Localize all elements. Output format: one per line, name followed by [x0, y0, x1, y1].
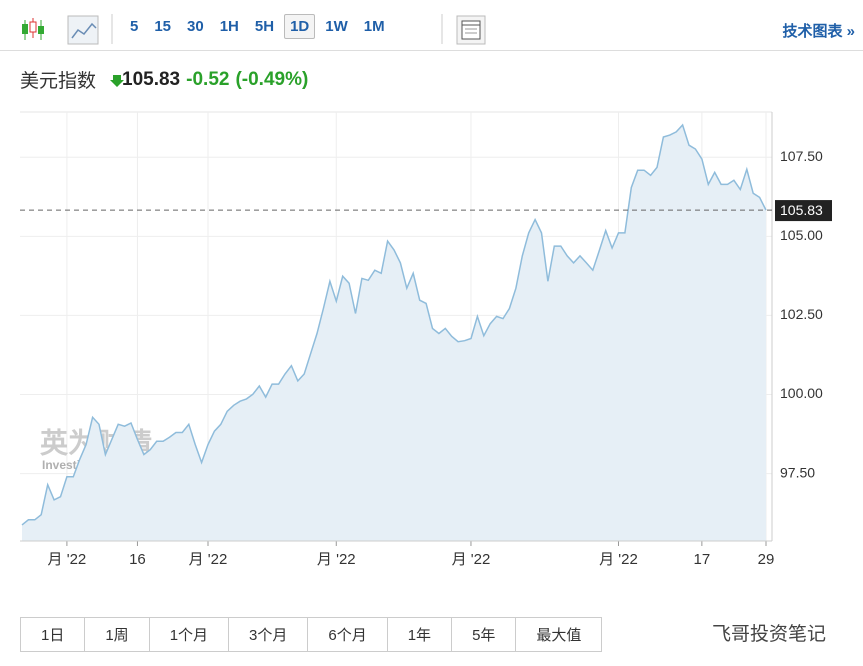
toolbar: 5 15 30 1H 5H 1D 1W 1M 技术图表 » — [0, 0, 863, 51]
arrow-down — [110, 75, 124, 87]
x-tick-label: 17 — [694, 551, 711, 568]
interval-button[interactable]: 1M — [363, 18, 385, 35]
range-button[interactable]: 1年 — [388, 618, 453, 651]
tech-chart-link[interactable]: 技术图表 » — [782, 23, 855, 40]
change-pct: (-0.49%) — [235, 68, 309, 90]
x-tick-label: 16 — [129, 551, 146, 568]
interval-group: 5 15 30 1H 5H 1D 1W 1M — [124, 14, 391, 39]
x-tick-label: 月 '22 — [317, 551, 356, 568]
range-button[interactable]: 3个月 — [229, 618, 309, 651]
x-tick-label: 月 '22 — [452, 551, 491, 568]
x-tick-label: 月 '22 — [599, 551, 638, 568]
interval-button[interactable]: 5H — [254, 18, 275, 35]
candle-icon — [22, 18, 44, 40]
x-tick-label: 月 '22 — [189, 551, 228, 568]
interval-button[interactable]: 5 — [130, 18, 139, 35]
range-button[interactable]: 1日 — [21, 618, 86, 651]
y-tick-label: 97.50 — [780, 464, 815, 480]
interval-button[interactable]: 1H — [219, 18, 239, 35]
range-button[interactable]: 1周 — [85, 618, 150, 651]
interval-button[interactable]: 15 — [154, 18, 172, 35]
interval-button[interactable]: 1W — [325, 18, 348, 35]
current-price-box — [775, 200, 832, 222]
x-tick-label: 月 '22 — [48, 551, 87, 568]
range-button[interactable]: 最大值 — [536, 627, 582, 644]
line-icon[interactable] — [67, 15, 99, 45]
change: -0.52 — [186, 68, 230, 90]
quote-header: 美元指数 105.83 -0.52 (-0.49%) — [20, 66, 308, 93]
range-group: 1日 1周 1个月 3个月 6个月 1年 5年 最大值 — [20, 617, 603, 652]
y-tick-label: 107.50 — [780, 148, 823, 164]
footer-watermark: 飞哥投资笔记 — [712, 624, 827, 645]
range-button[interactable]: 6个月 — [308, 618, 388, 651]
interval-button[interactable]: 30 — [187, 18, 204, 35]
price-line — [21, 123, 767, 526]
range-button[interactable]: 5年 — [452, 618, 517, 651]
chart: 97.50 100.00 102.50 105.00 107.50 月 '22 16 月 '2… — [20, 14, 832, 568]
range-button[interactable]: 1个月 — [150, 618, 230, 651]
instrument-name: 美元指数 — [20, 71, 97, 92]
x-tick-label: 29 — [758, 551, 775, 568]
y-tick-label: 105.00 — [780, 227, 823, 243]
table-icon[interactable] — [456, 15, 486, 45]
y-tick-label: 100.00 — [780, 385, 823, 401]
interval-button[interactable]: 1D — [284, 14, 316, 39]
area-fill — [22, 125, 766, 541]
current-price-label: 105.83 — [780, 202, 823, 218]
price: 105.83 — [122, 68, 181, 90]
y-tick-label: 102.50 — [780, 306, 823, 322]
